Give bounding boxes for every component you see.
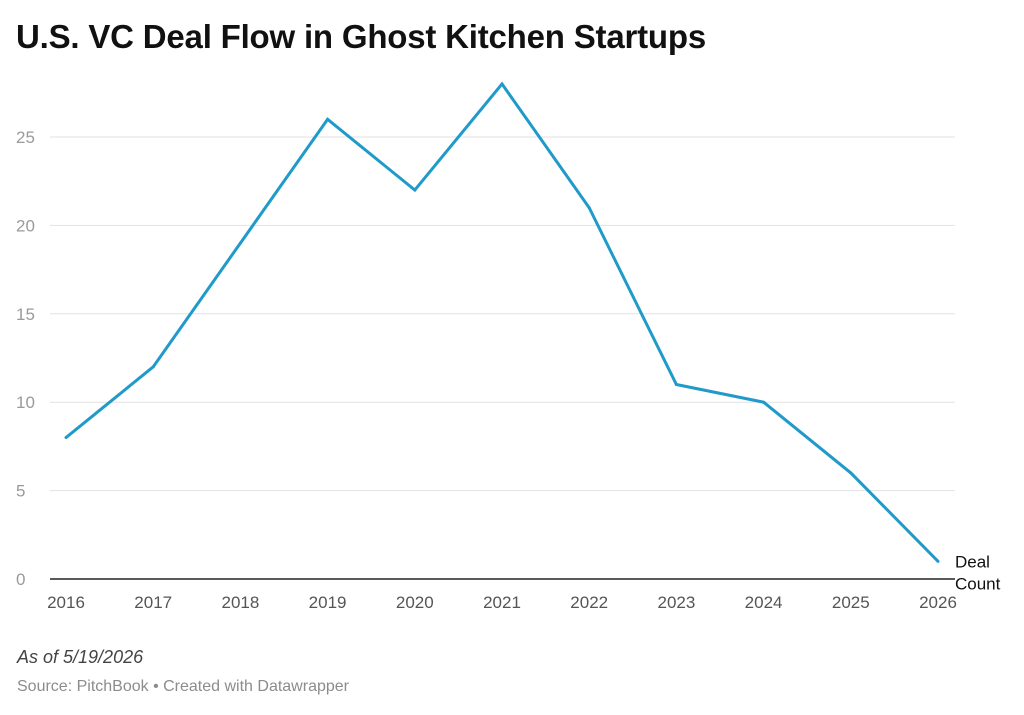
date-note: As of 5/19/2026	[17, 647, 144, 667]
series-label-line: Count	[955, 574, 1001, 593]
data-point	[587, 206, 591, 210]
source-credit: Source: PitchBook • Created with Datawra…	[17, 678, 349, 695]
x-tick-label: 2025	[832, 593, 870, 612]
series-label: Deal Count	[955, 552, 1001, 593]
x-tick-label: 2024	[745, 593, 783, 612]
data-point	[238, 241, 242, 245]
y-tick-label: 25	[16, 128, 35, 147]
data-point	[413, 188, 417, 192]
series-label-line: Deal	[955, 552, 990, 571]
y-tick-label: 15	[16, 305, 35, 324]
data-point	[936, 559, 940, 563]
data-point	[674, 383, 678, 387]
x-tick-label: 2019	[309, 593, 347, 612]
x-tick-label: 2021	[483, 593, 521, 612]
y-tick-label: 10	[16, 393, 35, 412]
x-tick-label: 2023	[657, 593, 695, 612]
series-group: Deal Count	[64, 81, 1001, 593]
x-tick-label: 2026	[919, 593, 957, 612]
x-tick-label: 2017	[134, 593, 172, 612]
y-tick-label: 20	[16, 216, 35, 235]
y-tick-label: 5	[16, 482, 25, 501]
x-tick-label: 2020	[396, 593, 434, 612]
series-line	[65, 81, 940, 563]
data-point	[500, 82, 504, 86]
x-tick-label: 2022	[570, 593, 608, 612]
data-point	[849, 471, 853, 475]
x-tick-label: 2018	[221, 593, 259, 612]
data-point	[64, 436, 68, 440]
chart-title: U.S. VC Deal Flow in Ghost Kitchen Start…	[16, 18, 706, 55]
y-axis-ticks: 0 5 10 15 20 25	[16, 128, 35, 589]
data-point	[326, 117, 330, 121]
gridlines	[50, 136, 955, 492]
data-point	[151, 365, 155, 369]
x-axis-ticks: 2016 2017 2018 2019 2020 2021 2022 2023 2024 2025…	[47, 593, 957, 612]
y-tick-label: 0	[16, 570, 25, 589]
x-tick-label: 2016	[47, 593, 85, 612]
data-point	[762, 400, 766, 404]
